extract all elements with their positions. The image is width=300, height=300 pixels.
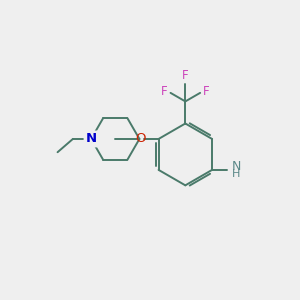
Text: H: H <box>232 169 240 179</box>
Text: F: F <box>182 69 189 82</box>
Text: O: O <box>135 133 146 146</box>
Text: N: N <box>85 133 97 146</box>
Text: N: N <box>232 160 241 173</box>
Text: F: F <box>203 85 210 98</box>
Text: F: F <box>161 85 168 98</box>
